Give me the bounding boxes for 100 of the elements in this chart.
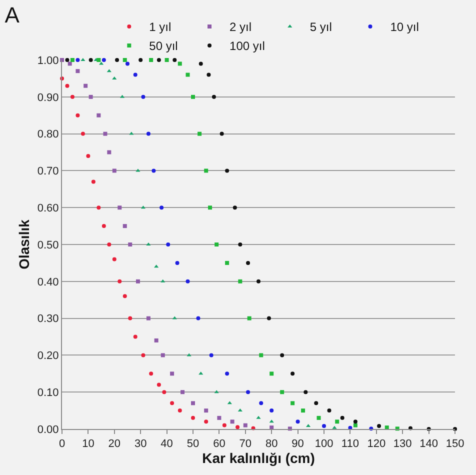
legend-label: 10 yıl — [390, 20, 419, 34]
x-tick-label: 60 — [213, 438, 226, 450]
point — [160, 206, 164, 210]
y-tick-label: 0.80 — [37, 128, 59, 141]
point — [118, 279, 122, 284]
y-tick-label: 0.60 — [37, 202, 59, 214]
point — [136, 279, 140, 284]
y-axis-title: Olasılık — [16, 219, 32, 270]
point — [259, 353, 264, 358]
y-tick-label: 0.50 — [37, 239, 59, 252]
x-tick-label: 120 — [367, 438, 386, 450]
point — [156, 382, 161, 387]
point — [212, 94, 216, 99]
chart-title: A — [4, 2, 20, 28]
point — [76, 69, 80, 74]
point — [290, 372, 295, 376]
point — [154, 264, 159, 268]
point — [138, 58, 143, 62]
point — [68, 62, 72, 66]
point — [122, 58, 127, 62]
point — [70, 58, 74, 62]
point — [214, 242, 219, 246]
x-tick-label: 90 — [292, 438, 304, 450]
point — [230, 420, 234, 424]
point — [236, 425, 240, 430]
point — [327, 408, 332, 413]
point — [208, 206, 212, 210]
x-tick-label: 70 — [239, 438, 252, 450]
point — [102, 58, 106, 62]
point — [107, 242, 112, 246]
point — [126, 62, 130, 66]
point — [91, 180, 96, 184]
legend-label: 100 yıl — [230, 39, 265, 54]
y-tick-label: 0.90 — [37, 92, 59, 104]
point — [296, 420, 300, 424]
legend-label: 50 yıl — [149, 39, 178, 54]
point — [112, 168, 116, 173]
point — [141, 353, 146, 358]
point — [65, 84, 70, 88]
point — [340, 416, 344, 420]
point — [103, 132, 108, 136]
point — [316, 416, 321, 420]
point — [332, 426, 337, 429]
point — [118, 206, 122, 210]
point — [115, 58, 120, 62]
point — [180, 390, 185, 394]
y-tick-label: 0.40 — [37, 276, 59, 288]
point — [149, 58, 154, 62]
x-tick-label: 40 — [160, 438, 173, 450]
point — [122, 294, 127, 298]
point — [204, 168, 208, 173]
point — [112, 76, 117, 80]
point — [247, 316, 252, 320]
point — [122, 224, 127, 228]
point — [146, 316, 150, 320]
point — [65, 58, 70, 62]
legend-label: 2 yıl — [230, 20, 252, 34]
point — [178, 408, 182, 413]
point — [225, 260, 230, 265]
legend-label: 5 yıl — [310, 20, 332, 34]
point — [225, 372, 230, 376]
x-tick-label: 50 — [186, 438, 200, 450]
x-axis-title: Kar kalınlığı (cm) — [202, 450, 315, 466]
point — [96, 206, 101, 210]
point — [166, 242, 170, 246]
point — [196, 316, 200, 320]
point — [314, 401, 318, 406]
point — [243, 423, 248, 428]
point — [232, 206, 237, 210]
point — [256, 279, 260, 284]
x-tick-label: 150 — [446, 438, 464, 450]
point — [170, 372, 174, 376]
point — [172, 316, 177, 320]
point — [154, 338, 158, 342]
point — [141, 94, 146, 99]
y-tick-label: 0.20 — [37, 350, 59, 362]
legend-label: 1 yıl — [149, 20, 172, 34]
point — [186, 72, 190, 77]
point — [88, 94, 93, 99]
point — [129, 132, 134, 135]
point — [270, 372, 274, 376]
point — [128, 242, 132, 246]
point — [290, 401, 295, 406]
point — [204, 408, 208, 413]
x-tick-label: 110 — [341, 438, 359, 450]
point — [266, 316, 271, 320]
point — [84, 84, 88, 88]
point — [222, 423, 226, 428]
x-tick-label: 20 — [108, 438, 121, 450]
point — [256, 416, 261, 419]
point — [170, 401, 174, 406]
point — [178, 62, 182, 66]
point — [146, 132, 150, 136]
point — [238, 279, 242, 284]
point — [88, 58, 93, 62]
point — [259, 401, 264, 406]
point — [86, 154, 90, 158]
point — [80, 132, 85, 136]
point — [191, 94, 195, 99]
point — [96, 113, 101, 118]
